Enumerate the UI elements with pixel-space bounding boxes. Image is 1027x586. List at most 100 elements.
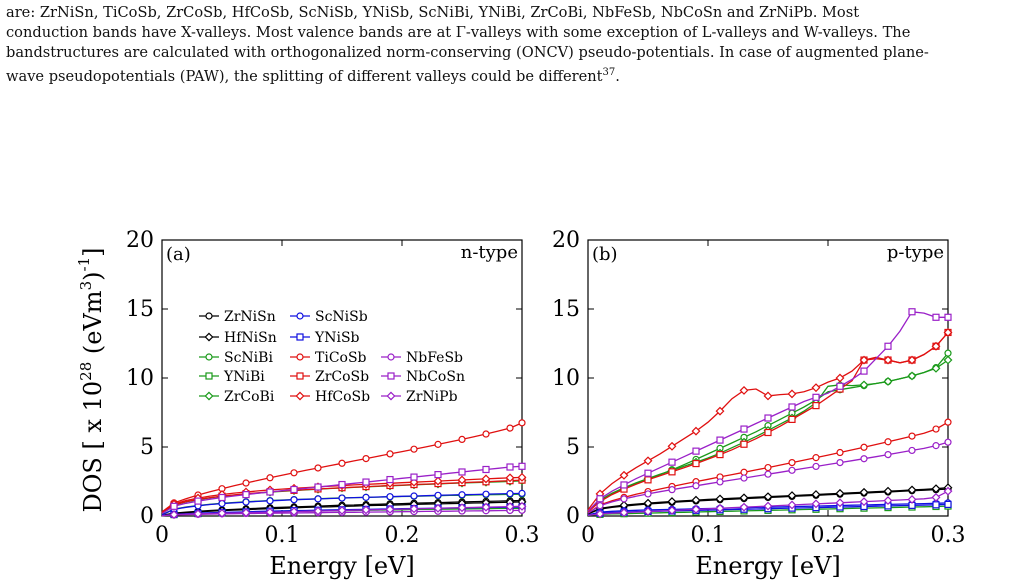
data-point <box>931 341 941 351</box>
data-point <box>883 355 893 365</box>
data-point <box>290 469 298 477</box>
data-point <box>691 426 701 436</box>
data-point <box>266 488 274 496</box>
data-point <box>290 485 298 494</box>
y-tick-label: 20 <box>126 228 154 253</box>
data-point <box>835 498 845 508</box>
series-nbcosn <box>587 308 952 512</box>
paragraph-end: . <box>615 67 620 85</box>
data-point <box>836 448 844 457</box>
y-axis-title-exp: 28 <box>77 362 95 381</box>
data-point <box>943 486 953 496</box>
data-point <box>596 495 604 503</box>
data-point <box>482 490 490 498</box>
data-point <box>506 490 514 498</box>
data-point <box>884 438 892 446</box>
data-point <box>596 502 604 510</box>
y-axis-title-unit-exp: 3 <box>77 281 95 291</box>
data-point <box>457 475 467 485</box>
data-point <box>739 385 749 395</box>
data-point <box>931 484 941 494</box>
data-point <box>740 440 748 448</box>
data-point <box>716 450 724 459</box>
data-point <box>692 447 700 455</box>
data-point <box>386 475 394 484</box>
series-scnisb <box>161 489 526 516</box>
data-point <box>907 371 917 381</box>
data-point <box>812 462 820 471</box>
data-point <box>811 499 821 509</box>
data-point <box>517 501 527 511</box>
data-point <box>482 465 490 474</box>
data-point <box>482 430 490 438</box>
data-point <box>763 492 773 502</box>
legend: ZrNiSn HfNiSn ScNiBi YNiBi ZrCoBi ScNiSb YNiSb… <box>199 309 465 405</box>
legend-item-nbfesb: NbFeSb <box>381 350 463 366</box>
paragraph-line: conduction bands have X-valleys. Most va… <box>6 24 911 41</box>
data-point <box>434 471 442 479</box>
data-point <box>385 504 395 514</box>
data-point <box>458 435 466 444</box>
data-point <box>716 436 724 444</box>
data-point <box>410 492 418 500</box>
data-point <box>193 509 203 519</box>
data-point <box>266 474 274 482</box>
data-point <box>907 355 917 365</box>
data-point <box>836 458 844 467</box>
data-point <box>517 472 527 482</box>
legend-marker <box>204 391 214 401</box>
y-tick-label: 5 <box>140 435 154 460</box>
data-point <box>788 403 796 411</box>
data-point <box>644 469 652 477</box>
y-axis-title-unit: (eVm <box>79 290 107 362</box>
legend-label: ZrCoSb <box>315 369 369 385</box>
data-point <box>643 456 653 466</box>
series-ticosb <box>161 419 526 513</box>
data-point <box>410 445 418 453</box>
legend-item-scnisb: ScNiSb <box>290 309 368 325</box>
y-axis-title-end: ] <box>79 248 107 257</box>
data-point <box>644 476 652 484</box>
y-tick-label: 10 <box>126 366 154 391</box>
data-point <box>859 487 869 497</box>
data-point <box>314 495 322 503</box>
legend-marker <box>387 353 395 361</box>
legend-item-ynibi: YNiBi <box>199 369 265 385</box>
legend-marker <box>296 372 304 380</box>
data-point <box>242 491 250 499</box>
data-point <box>740 474 748 482</box>
data-point <box>668 486 676 494</box>
data-point <box>859 380 869 390</box>
data-point <box>518 489 526 497</box>
data-point <box>595 509 605 519</box>
data-point <box>788 466 796 474</box>
data-point <box>859 355 869 365</box>
data-point <box>518 462 526 470</box>
svg-text:DOS [ x 1028 (eVm3)-1]: DOS [ x 1028 (eVm3)-1] <box>75 248 107 513</box>
legend-item-zrnipb: ZrNiPb <box>381 389 458 405</box>
data-point <box>715 406 725 416</box>
data-point <box>715 503 725 513</box>
data-point <box>643 507 653 517</box>
data-point <box>289 507 299 517</box>
paragraph-line: wave pseudopotentials (PAW), the splitti… <box>6 63 1021 87</box>
legend-label: ScNiBi <box>224 350 273 366</box>
legend-label: YNiSb <box>314 330 360 346</box>
legend-item-hfnisn: HfNiSn <box>199 330 277 346</box>
y-axis-title-close: ) <box>79 272 107 281</box>
data-point <box>860 367 868 375</box>
y-axis-title-neg1: -1 <box>75 257 93 272</box>
legend-marker <box>205 372 213 380</box>
legend-item-zrnisn: ZrNiSn <box>199 309 276 325</box>
data-point <box>883 496 893 505</box>
legend-item-hfcosb: HfCoSb <box>290 389 370 405</box>
data-point <box>314 483 322 491</box>
data-point <box>943 328 953 337</box>
data-point <box>860 455 868 463</box>
legend-marker <box>296 333 304 341</box>
data-point <box>410 473 418 481</box>
data-point <box>194 497 202 505</box>
data-point <box>812 454 820 462</box>
data-point <box>763 501 773 511</box>
